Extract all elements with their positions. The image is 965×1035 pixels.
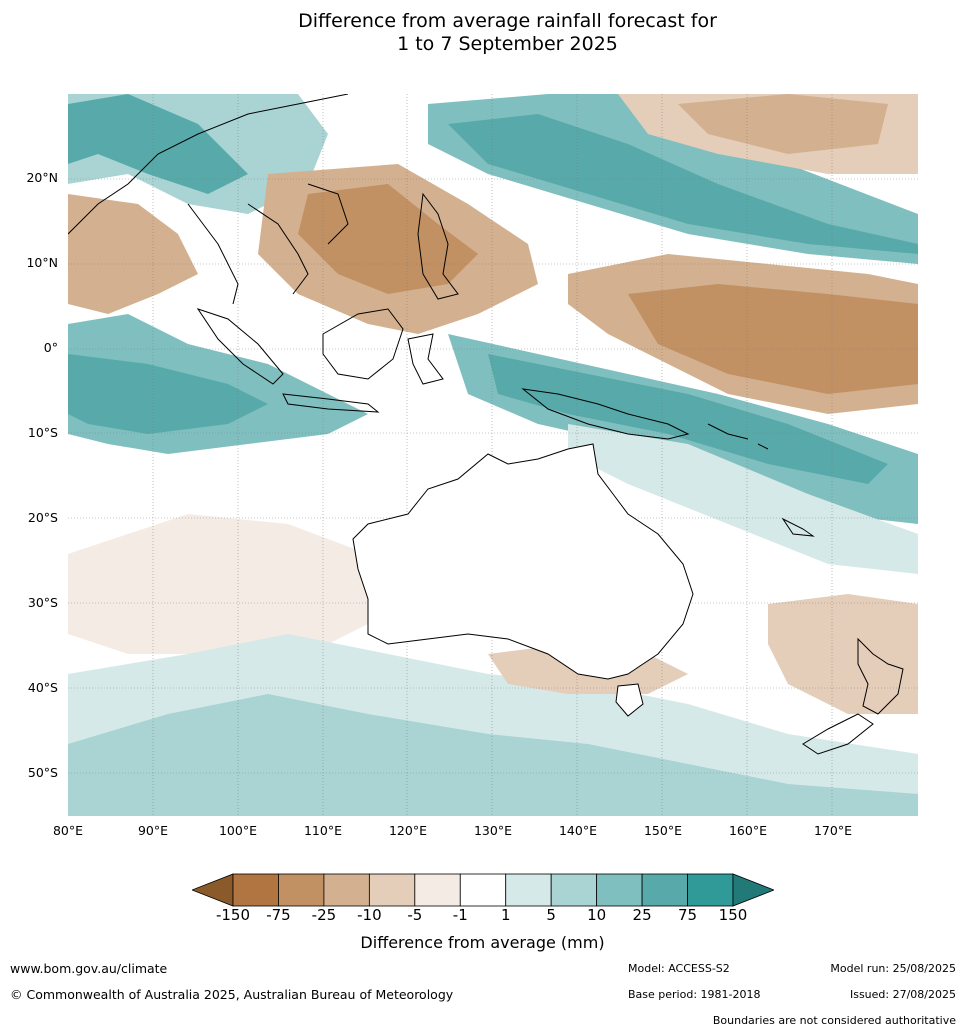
lon-label-170e: 170°E	[813, 823, 852, 838]
lat-label-20s: 20°S	[27, 510, 58, 525]
java-outline	[282, 393, 380, 413]
colorbar-tick-label: -10	[357, 906, 382, 924]
colorbar-swatch	[550, 873, 598, 907]
wet-region-west-north-core	[68, 94, 248, 194]
dry-region-southern-indian-ocean	[68, 514, 388, 654]
colorbar-swatches	[192, 873, 774, 907]
colorbar-swatch	[414, 873, 461, 907]
model-text: Model: ACCESS-S2	[628, 962, 730, 975]
dry-region-indochina-core	[298, 184, 478, 294]
sulawesi-outline	[407, 333, 444, 385]
colorbar-swatch	[505, 873, 552, 907]
colorbar-tick-label: -150	[215, 906, 251, 924]
lat-label-10s: 10°S	[27, 425, 58, 440]
australia-outline	[352, 443, 694, 680]
tasmania-outline	[615, 683, 644, 717]
colorbar-swatch	[596, 873, 643, 907]
issued-text: Issued: 27/08/2025	[849, 988, 956, 1001]
lon-label-90e: 90°E	[137, 823, 169, 838]
colorbar-legend	[192, 873, 774, 907]
colorbar-tick-label: 25	[632, 906, 652, 924]
disclaimer-text: Boundaries are not considered authoritat…	[712, 1014, 956, 1027]
new-caledonia-outline	[781, 517, 815, 537]
base-period-text: Base period: 1981-2018	[628, 988, 761, 1001]
map-title: Difference from average rainfall forecas…	[0, 10, 965, 56]
wet-band-southern-ocean-core	[68, 694, 918, 816]
colorbar-tick-label: 5	[546, 906, 556, 924]
colorbar-tick-label: 10	[587, 906, 607, 924]
coastlines	[68, 94, 904, 755]
colorbar-tick-label: 75	[677, 906, 698, 924]
sumatra-outline	[196, 308, 284, 385]
colorbar-swatch	[368, 873, 416, 907]
legend-title: Difference from average (mm)	[360, 933, 605, 952]
new-zealand-south-outline	[802, 713, 874, 755]
title-line-2: 1 to 7 September 2025	[397, 33, 618, 55]
colorbar-tick-label: -5	[407, 906, 423, 924]
lon-label-100e: 100°E	[218, 823, 257, 838]
map-graticule	[68, 94, 918, 816]
solomon-islands-outline	[707, 423, 769, 450]
lat-label-40s: 40°S	[27, 680, 58, 695]
lon-label-120e: 120°E	[388, 823, 427, 838]
lat-label-10n: 10°N	[26, 255, 58, 270]
wet-band-sw-pacific-outer	[568, 424, 918, 574]
dry-region-north-pacific-core	[678, 94, 888, 154]
lat-label-20n: 20°N	[26, 170, 58, 185]
colorbar-swatch	[323, 873, 370, 907]
borneo-outline	[322, 308, 404, 380]
new-guinea-outline	[521, 388, 690, 440]
lat-label-50s: 50°S	[27, 765, 58, 780]
lon-label-140e: 140°E	[558, 823, 597, 838]
dry-region-tasman-nz	[768, 594, 918, 714]
colorbar-tick-label: 1	[500, 906, 511, 924]
philippines-outline	[417, 192, 459, 300]
lon-label-160e: 160°E	[728, 823, 767, 838]
lon-label-110e: 110°E	[303, 823, 342, 838]
colorbar-swatch	[641, 873, 688, 907]
colorbar-swatch	[459, 873, 507, 907]
title-line-1: Difference from average rainfall forecas…	[298, 10, 717, 32]
lon-label-150e: 150°E	[643, 823, 682, 838]
colorbar-arrow-high	[732, 873, 774, 907]
wet-band-nw-pacific-core	[448, 114, 918, 254]
colorbar-arrow-low	[192, 873, 234, 907]
wet-band-equatorial-indian-ocean-core	[68, 354, 268, 434]
colorbar-tick-label: -75	[266, 906, 291, 924]
wet-band-png-solomons-core	[488, 354, 888, 484]
model-run-text: Model run: 25/08/2025	[830, 962, 956, 975]
mainland-asia-outline	[68, 94, 349, 305]
lat-label-0: 0°	[43, 340, 58, 355]
colorbar-tick-label: -25	[311, 906, 337, 924]
dry-region-bay-of-bengal	[68, 194, 198, 314]
copyright-text: © Commonwealth of Australia 2025, Austra…	[10, 987, 454, 1002]
rainfall-anomaly-map	[68, 94, 918, 816]
new-zealand-north-outline	[857, 637, 904, 715]
map-canvas	[68, 94, 918, 816]
website-link[interactable]: www.bom.gov.au/climate	[10, 961, 168, 976]
colorbar-tick-label: -1	[452, 906, 468, 924]
dry-band-pacific-core	[628, 284, 918, 394]
lat-label-30s: 30°S	[27, 595, 58, 610]
colorbar-tick-label: 150	[718, 906, 748, 924]
colorbar-swatch	[232, 873, 279, 907]
colorbar-swatch	[687, 873, 734, 907]
lon-label-80e: 80°E	[52, 823, 84, 838]
lon-label-130e: 130°E	[473, 823, 512, 838]
colorbar-swatch	[278, 873, 325, 907]
